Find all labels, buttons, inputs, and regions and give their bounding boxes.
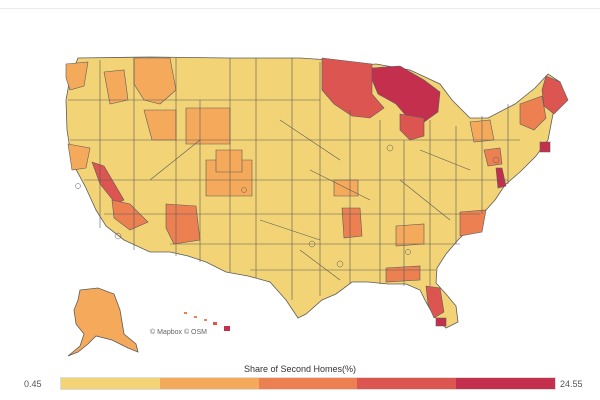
legend-bin-3 bbox=[258, 378, 358, 389]
region-upper-midwest[interactable] bbox=[321, 57, 385, 119]
region-florida-gulf[interactable] bbox=[425, 285, 445, 319]
hawaii-island[interactable] bbox=[194, 316, 197, 318]
map-attribution: © Mapbox © OSM bbox=[150, 329, 207, 336]
region-southern-california[interactable] bbox=[111, 199, 149, 231]
top-divider bbox=[0, 8, 600, 9]
contiguous-us-shape[interactable] bbox=[65, 56, 568, 329]
region-carolina-coast[interactable] bbox=[459, 209, 487, 237]
legend-bin-2 bbox=[159, 378, 259, 389]
alaska-shape[interactable] bbox=[67, 287, 139, 357]
region-maine[interactable] bbox=[541, 75, 569, 115]
region-oregon-coast[interactable] bbox=[65, 61, 89, 91]
region-tennessee[interactable] bbox=[395, 223, 425, 247]
region-arizona[interactable] bbox=[165, 203, 201, 245]
hawaii-island[interactable] bbox=[213, 322, 217, 325]
region-california-coast[interactable] bbox=[67, 143, 91, 171]
region-wisconsin[interactable] bbox=[399, 113, 425, 141]
hawaii-island[interactable] bbox=[204, 319, 207, 321]
district-boundaries bbox=[68, 58, 520, 300]
region-jersey-shore[interactable] bbox=[495, 167, 507, 189]
hawaii-island[interactable] bbox=[224, 326, 230, 331]
region-gulf-coast[interactable] bbox=[385, 265, 421, 283]
metro-district-clusters bbox=[75, 144, 500, 268]
hawaii-island[interactable] bbox=[184, 312, 187, 314]
legend-max-label: 24.55 bbox=[560, 379, 583, 389]
legend-bin-1 bbox=[61, 378, 160, 389]
region-new-england[interactable] bbox=[519, 95, 547, 131]
region-wyoming[interactable] bbox=[185, 107, 231, 145]
region-arkansas-ozarks[interactable] bbox=[341, 207, 363, 239]
legend-bin-5 bbox=[456, 378, 555, 389]
region-cape-cod[interactable] bbox=[539, 141, 551, 153]
legend-color-bar bbox=[60, 377, 556, 390]
legend-title: Share of Second Homes(%) bbox=[243, 364, 357, 374]
legend-min-label: 0.45 bbox=[24, 379, 42, 389]
region-mid-atlantic[interactable] bbox=[483, 147, 503, 167]
region-utah[interactable] bbox=[215, 149, 243, 173]
legend-bin-4 bbox=[357, 378, 457, 389]
region-florida-keys[interactable] bbox=[435, 317, 447, 327]
